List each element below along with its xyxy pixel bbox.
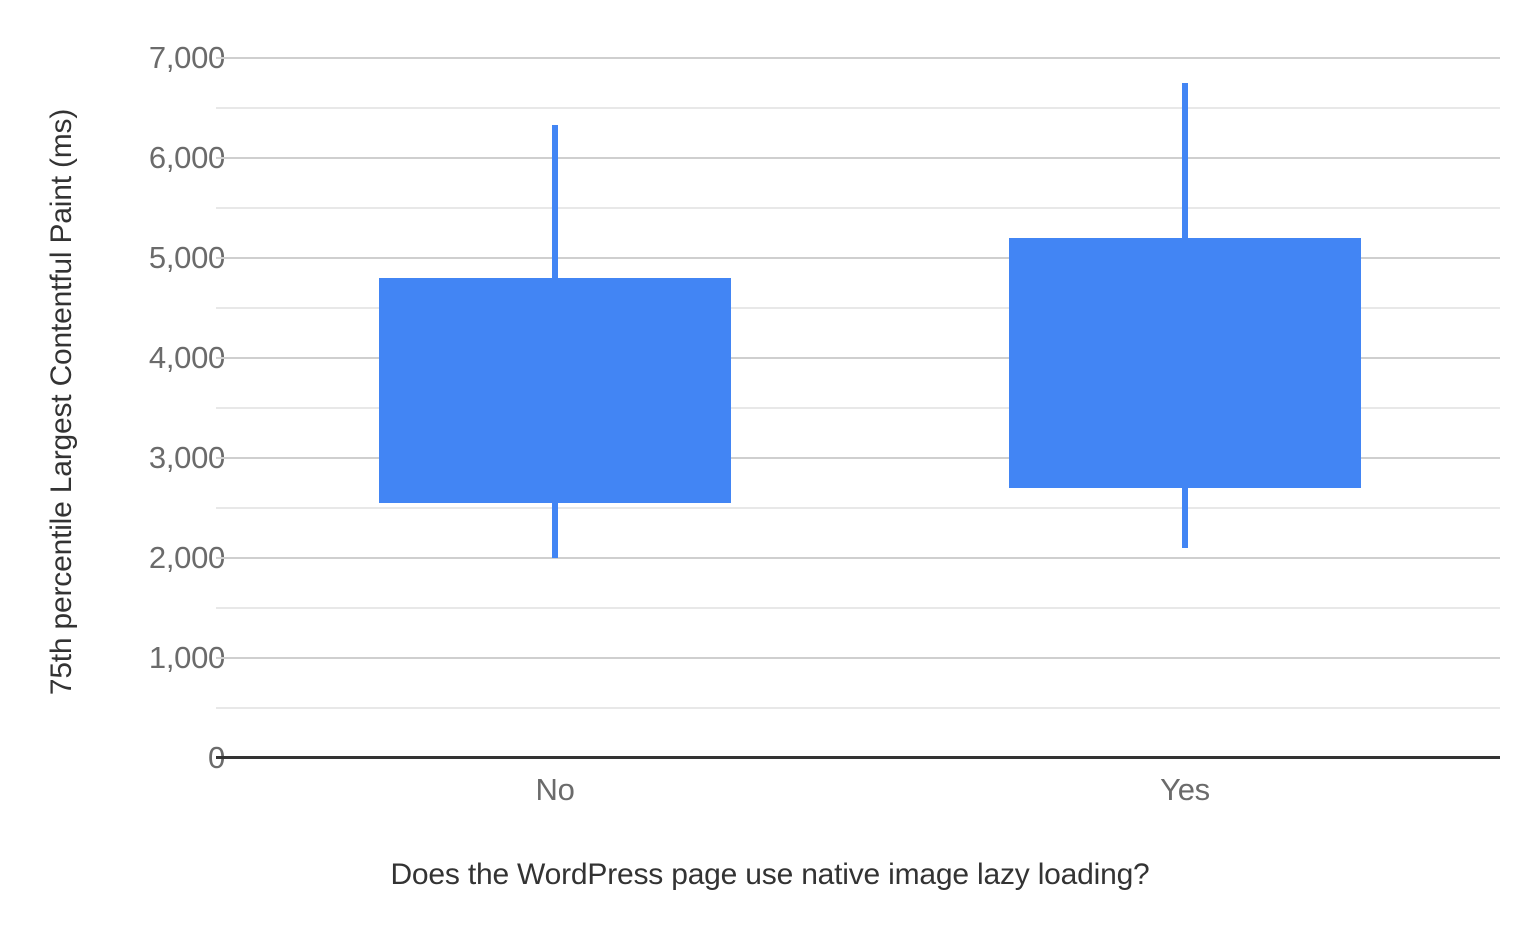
y-tick-label: 1,000 xyxy=(148,640,225,675)
y-axis-title: 75th percentile Largest Contentful Paint… xyxy=(45,108,78,696)
y-tick-mark xyxy=(216,657,240,659)
gridline-minor xyxy=(240,307,1500,309)
y-tick-mark xyxy=(216,307,240,309)
gridline-minor xyxy=(240,407,1500,409)
gridline-major xyxy=(240,257,1500,259)
x-axis-line xyxy=(216,756,1500,759)
y-tick-mark xyxy=(216,557,240,559)
y-tick-mark xyxy=(216,607,240,609)
gridline-minor xyxy=(240,707,1500,709)
y-tick-mark xyxy=(216,357,240,359)
y-tick-label: 3,000 xyxy=(148,440,225,475)
plot-area xyxy=(216,57,1500,759)
y-tick-mark xyxy=(216,57,240,59)
gridline-major xyxy=(240,457,1500,459)
gridline-minor xyxy=(240,207,1500,209)
y-tick-label: 0 xyxy=(105,740,225,776)
gridline-major xyxy=(240,657,1500,659)
y-tick-mark xyxy=(216,507,240,509)
gridline-minor xyxy=(240,507,1500,509)
y-tick-mark xyxy=(216,407,240,409)
x-tick-label: No xyxy=(535,772,575,807)
y-tick-mark xyxy=(216,107,240,109)
gridline-minor xyxy=(240,607,1500,609)
y-tick-mark xyxy=(216,257,240,259)
candle-box[interactable] xyxy=(1009,238,1361,488)
gridline-major xyxy=(240,57,1500,59)
y-tick-label: 4,000 xyxy=(148,340,225,375)
y-tick-mark xyxy=(216,207,240,209)
gridline-major xyxy=(240,157,1500,159)
y-tick-label: 7,000 xyxy=(148,40,225,75)
y-tick-label: 6,000 xyxy=(148,140,225,175)
y-tick-mark xyxy=(216,707,240,709)
gridline-major xyxy=(240,357,1500,359)
y-tick-mark xyxy=(216,157,240,159)
candle-box[interactable] xyxy=(379,278,731,503)
y-tick-label: 2,000 xyxy=(148,540,225,575)
gridline-minor xyxy=(240,107,1500,109)
gridline-major xyxy=(240,557,1500,559)
x-tick-label: Yes xyxy=(1160,772,1210,807)
y-tick-mark xyxy=(216,457,240,459)
y-tick-label: 5,000 xyxy=(148,240,225,275)
y-axis-tick-labels: 7,000 6,000 5,000 4,000 3,000 2,000 1,000 0 xyxy=(105,0,225,940)
x-axis-title: Does the WordPress page use native image… xyxy=(390,858,1150,891)
